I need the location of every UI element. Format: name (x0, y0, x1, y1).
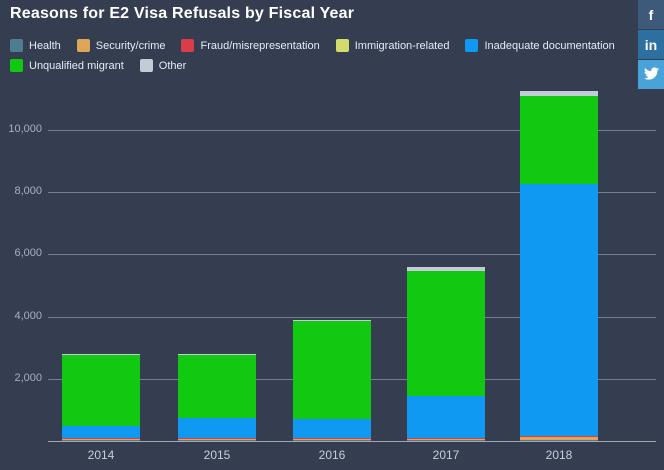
y-axis-tick-label: 10,000 (8, 123, 42, 135)
social-share-bar: f in (638, 0, 664, 89)
x-axis-label-2018: 2018 (545, 448, 573, 462)
y-axis-tick-label: 6,000 (14, 247, 42, 260)
bar-segment-inadequate-documentation-2015[interactable] (178, 417, 256, 438)
legend-swatch-immigration-related (335, 39, 349, 52)
bar-segment-health-2014[interactable] (62, 439, 140, 441)
bar-segment-other-2018[interactable] (520, 91, 598, 97)
bar-segment-fraud-misrepresentation-2017[interactable] (407, 438, 485, 439)
x-axis-label-2017: 2017 (432, 448, 460, 462)
y-axis-tick-label: 4,000 (14, 309, 42, 322)
legend-label: Other (158, 59, 187, 72)
gridline-4000 (48, 316, 656, 318)
bar-segment-fraud-misrepresentation-2018[interactable] (520, 435, 598, 438)
bar-segment-unqualified-migrant-2016[interactable] (293, 320, 371, 419)
bar-segment-unqualified-migrant-2015[interactable] (178, 355, 256, 418)
legend-item-immigration-related: Immigration-related (335, 39, 450, 52)
x-axis-label-2014: 2014 (87, 448, 115, 462)
legend-label: Health (29, 39, 61, 52)
legend-swatch-health (10, 39, 23, 52)
bar-segment-other-2014[interactable] (62, 353, 140, 355)
bar-segment-unqualified-migrant-2018[interactable] (520, 96, 598, 185)
twitter-bird-icon (643, 66, 659, 84)
legend-swatch-unqualified-migrant (10, 59, 23, 72)
bar-2015 (178, 353, 256, 441)
bar-segment-security-crime-2015[interactable] (178, 438, 256, 441)
bar-segment-inadequate-documentation-2017[interactable] (407, 395, 485, 438)
legend-item-unqualified-migrant: Unqualified migrant (10, 59, 124, 72)
y-axis-tick-label: 8,000 (14, 185, 42, 198)
bar-segment-other-2017[interactable] (407, 267, 485, 272)
twitter-share-button[interactable] (638, 60, 664, 89)
legend-swatch-inadequate-documentation (465, 39, 479, 52)
y-axis-tick-label: 2,000 (14, 371, 42, 384)
facebook-icon: f (648, 6, 654, 23)
bar-segment-security-crime-2017[interactable] (407, 438, 485, 441)
legend-label: Immigration-related (354, 39, 450, 52)
bar-segment-inadequate-documentation-2016[interactable] (293, 418, 371, 438)
bar-2014 (62, 353, 140, 441)
gridline-6000 (48, 254, 656, 256)
bar-2018 (520, 91, 598, 441)
legend-label: Security/crime (95, 39, 166, 52)
bar-segment-other-2016[interactable] (293, 319, 371, 321)
bar-segment-security-crime-2014[interactable] (62, 438, 140, 440)
chart-legend: Health Security/crime Fraud/misrepresentat… (10, 39, 625, 72)
bar-segment-health-2018[interactable] (520, 440, 598, 441)
legend-label: Inadequate documentation (484, 39, 615, 52)
gridline-10000 (48, 130, 656, 131)
chart-title: Reasons for E2 Visa Refusals by Fiscal Y… (10, 5, 355, 22)
bar-2016 (293, 319, 371, 441)
bar-segment-inadequate-documentation-2018[interactable] (520, 184, 598, 436)
bar-segment-security-crime-2018[interactable] (520, 437, 598, 441)
bar-segment-unqualified-migrant-2017[interactable] (407, 271, 485, 396)
legend-item-fraud-misrepresentation: Fraud/misrepresentation (181, 39, 320, 52)
bar-segment-fraud-misrepresentation-2015[interactable] (178, 438, 256, 439)
x-axis-label-2015: 2015 (203, 448, 231, 462)
gridline-8000 (48, 192, 656, 194)
bar-segment-health-2015[interactable] (178, 440, 256, 441)
legend-item-inadequate-documentation: Inadequate documentation (465, 39, 615, 52)
bar-2017 (407, 267, 485, 441)
x-axis-line (48, 441, 656, 442)
bar-segment-fraud-misrepresentation-2016[interactable] (293, 437, 371, 439)
bar-segment-other-2015[interactable] (178, 353, 256, 356)
linkedin-share-button[interactable]: in (638, 30, 664, 59)
legend-item-other: Other (139, 59, 187, 72)
bar-segment-security-crime-2016[interactable] (293, 438, 371, 441)
legend-swatch-other (139, 59, 153, 72)
legend-item-security-crime: Security/crime (76, 39, 166, 52)
legend-swatch-fraud-misrepresentation (181, 39, 195, 52)
x-axis-label-2016: 2016 (318, 448, 346, 462)
linkedin-icon: in (644, 36, 658, 53)
legend-label: Fraud/misrepresentation (200, 39, 320, 52)
facebook-share-button[interactable]: f (638, 0, 664, 29)
legend-item-health: Health (10, 39, 61, 52)
legend-label: Unqualified migrant (29, 59, 124, 72)
bar-segment-unqualified-migrant-2014[interactable] (62, 354, 140, 426)
legend-swatch-security-crime (76, 39, 90, 52)
bar-segment-inadequate-documentation-2014[interactable] (62, 425, 140, 439)
